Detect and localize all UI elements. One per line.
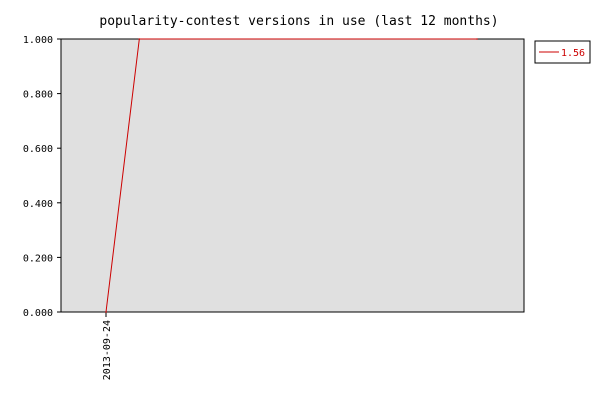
x-tick-label: 2013-09-24 bbox=[102, 320, 113, 380]
y-tick-label: 1.000 bbox=[23, 35, 53, 46]
legend-label: 1.56 bbox=[561, 48, 585, 59]
series-point bbox=[105, 311, 107, 313]
legend-box bbox=[534, 40, 591, 64]
series-point bbox=[476, 38, 478, 40]
x-axis-ticks: 2013-09-24 bbox=[102, 312, 113, 380]
series-layer bbox=[105, 38, 478, 313]
y-tick-label: 0.800 bbox=[23, 90, 53, 101]
plot-area bbox=[60, 38, 525, 313]
y-tick-label: 0.200 bbox=[23, 253, 53, 264]
y-tick-label: 0.000 bbox=[23, 308, 53, 319]
y-tick-label: 0.600 bbox=[23, 144, 53, 155]
chart-title: popularity-contest versions in use (last… bbox=[99, 14, 498, 29]
series-point bbox=[138, 38, 141, 40]
y-tick-label: 0.400 bbox=[23, 199, 53, 210]
y-axis-ticks: 1.000 0.800 0.600 0.400 0.200 0.000 bbox=[23, 35, 61, 319]
legend: 1.56 bbox=[534, 40, 591, 64]
